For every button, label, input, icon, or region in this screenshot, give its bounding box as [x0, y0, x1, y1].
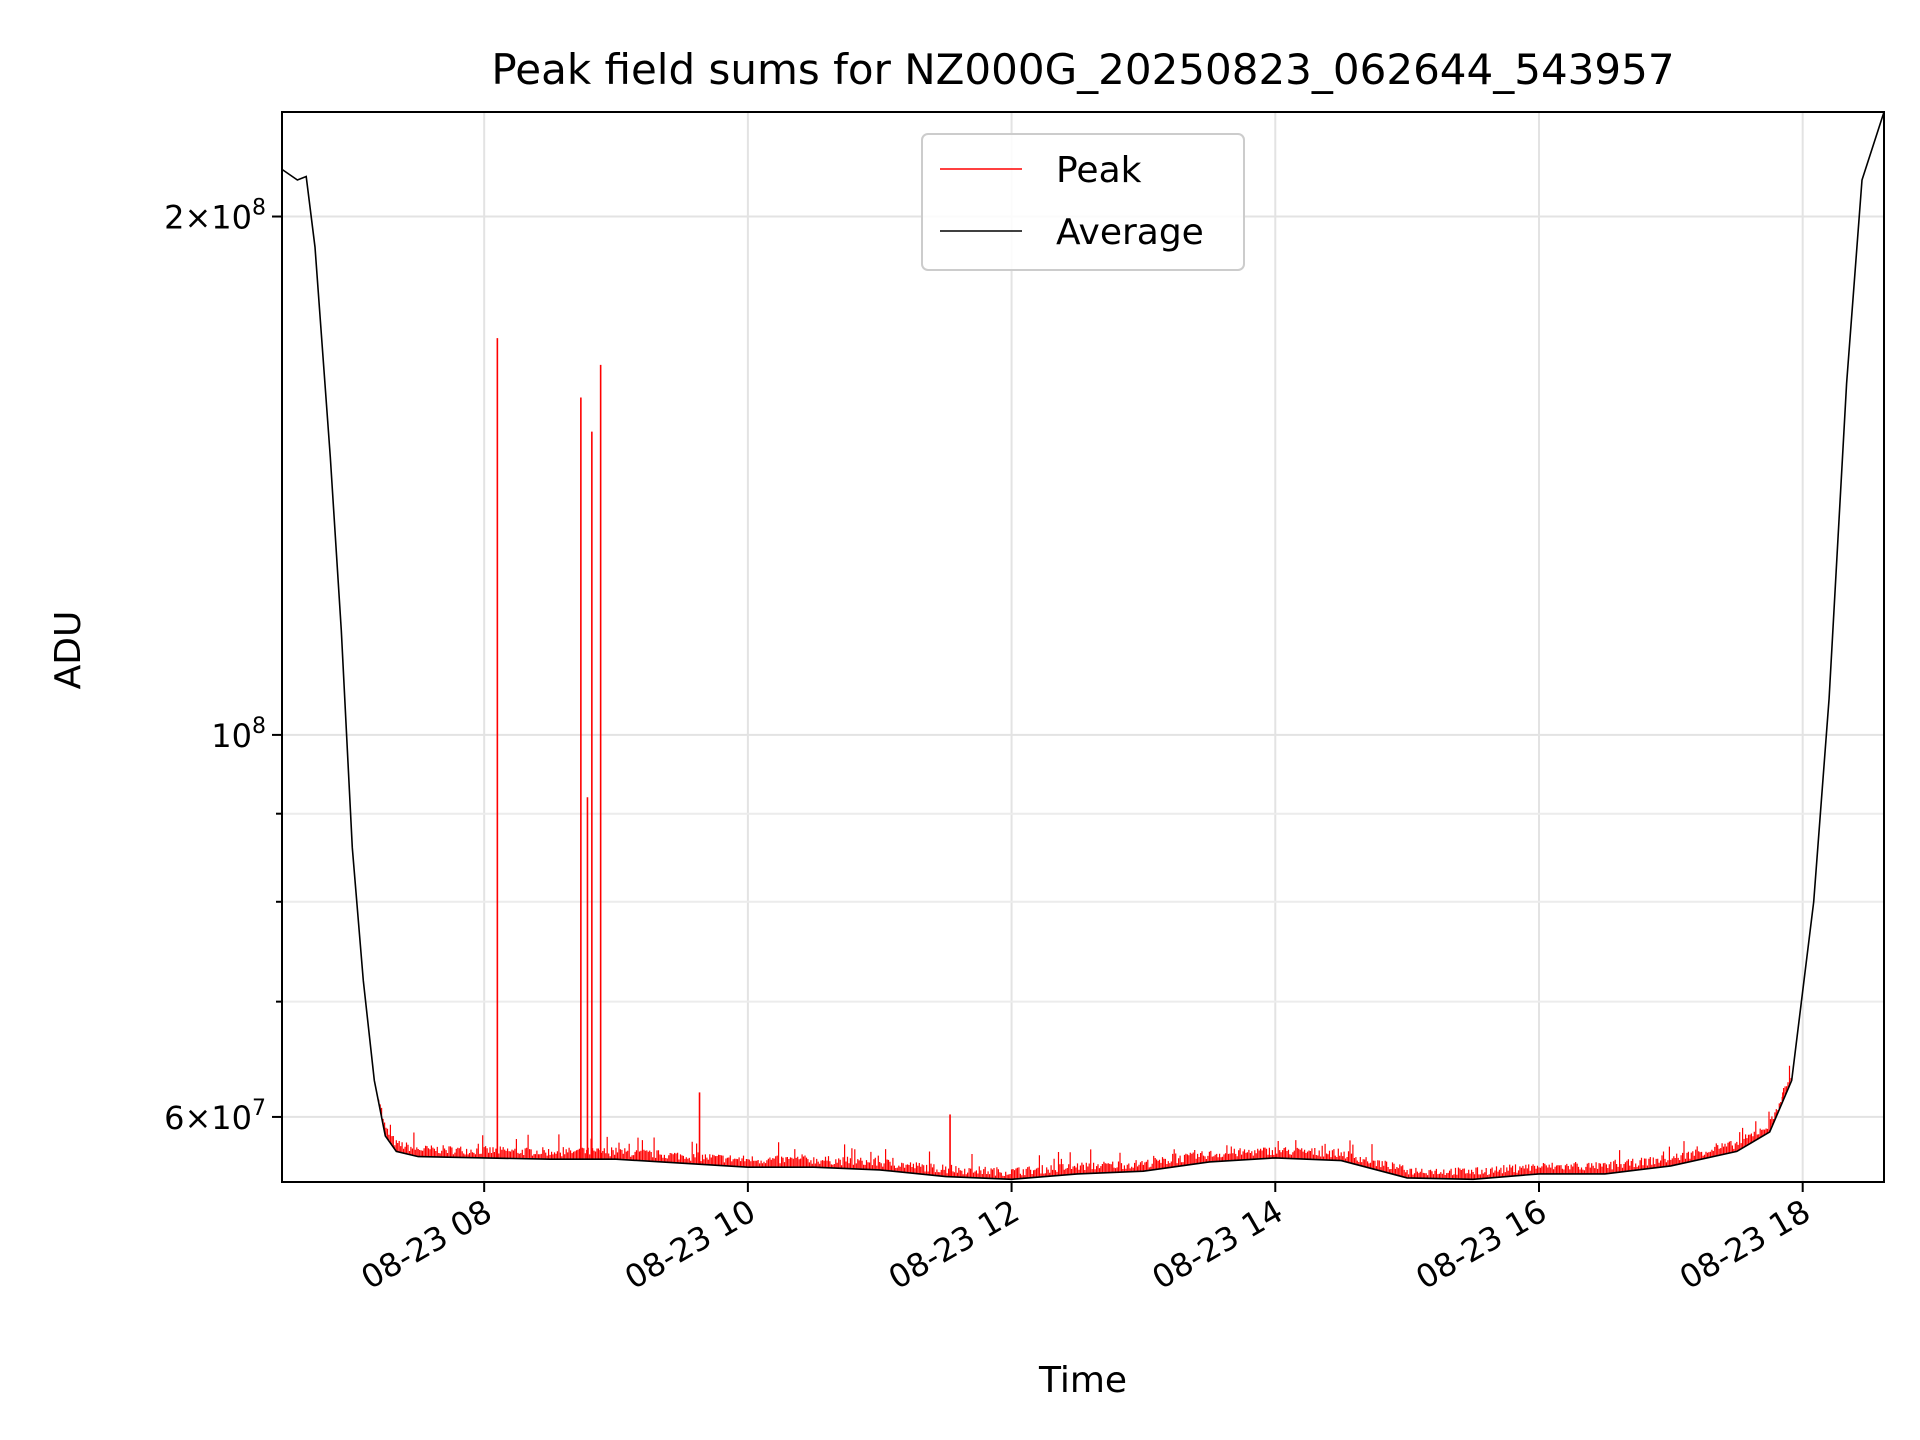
average-line	[281, 111, 1885, 1181]
y-axis: 6×107 108 2×108	[164, 196, 282, 1137]
y-tick-label: 6×107	[164, 1096, 266, 1137]
legend-box	[921, 133, 1245, 271]
legend: Peak Average	[921, 133, 1245, 271]
series-group	[281, 111, 1885, 1181]
y-tick-label: 2×108	[164, 196, 266, 237]
y-tick-label: 108	[211, 714, 266, 755]
x-axis-label: Time	[1038, 1360, 1127, 1401]
legend-label-average: Average	[1056, 212, 1204, 253]
legend-label-peak: Peak	[1056, 150, 1142, 191]
y-axis-label: ADU	[48, 611, 89, 690]
chart-title: Peak field sums for NZ000G_20250823_0626…	[491, 45, 1674, 94]
grid	[282, 112, 1884, 1182]
plot-frame	[281, 111, 1885, 1183]
